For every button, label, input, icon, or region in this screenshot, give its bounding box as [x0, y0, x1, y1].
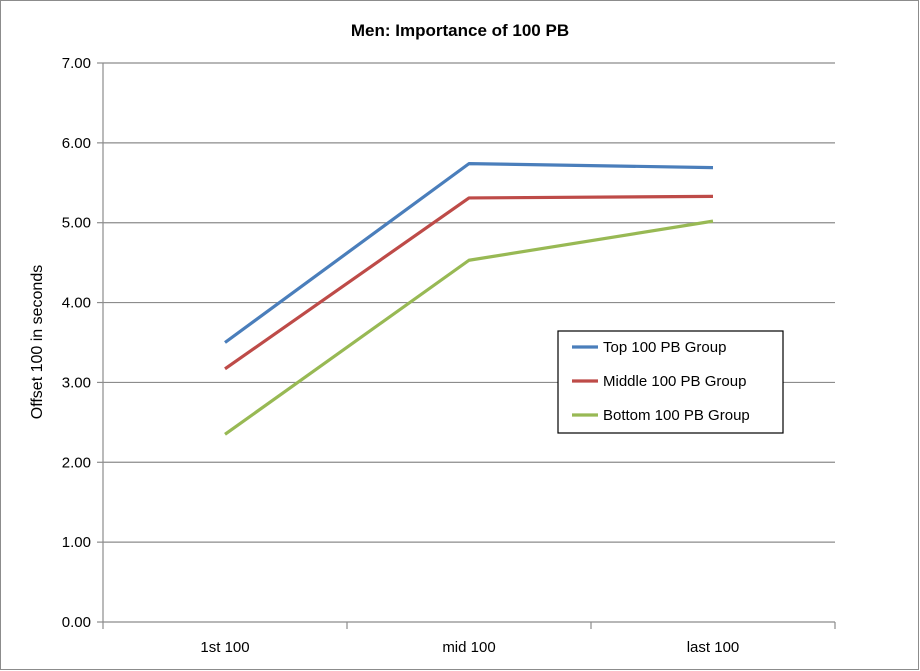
- legend-label: Middle 100 PB Group: [603, 373, 746, 390]
- x-tick-labels: 1st 100 mid 100 last 100: [200, 639, 739, 656]
- y-tick-label: 1.00: [62, 534, 91, 551]
- x-tick-label: 1st 100: [200, 639, 249, 656]
- y-tick-labels: 0.00 1.00 2.00 3.00 4.00 5.00 6.00 7.00: [62, 55, 91, 631]
- legend: Top 100 PB Group Middle 100 PB Group Botto…: [557, 330, 784, 434]
- series-line: [224, 194, 714, 371]
- y-tick-label: 4.00: [62, 295, 91, 312]
- x-tick-label: mid 100: [442, 639, 495, 656]
- y-tick-label: 7.00: [62, 55, 91, 72]
- legend-label: Top 100 PB Group: [603, 339, 726, 356]
- series-line: [224, 162, 714, 344]
- y-tick-label: 5.00: [62, 215, 91, 232]
- y-tick-label: 0.00: [62, 614, 91, 631]
- y-tick-label: 6.00: [62, 135, 91, 152]
- chart-title: Men: Importance of 100 PB: [351, 21, 569, 40]
- y-axis-title: Offset 100 in seconds: [29, 265, 46, 419]
- series-line: [224, 219, 714, 436]
- legend-label: Bottom 100 PB Group: [603, 407, 750, 424]
- axes: [102, 63, 836, 629]
- y-tick-label: 3.00: [62, 374, 91, 391]
- y-tick-label: 2.00: [62, 454, 91, 471]
- x-tick-label: last 100: [687, 639, 740, 656]
- series-lines: [224, 162, 714, 436]
